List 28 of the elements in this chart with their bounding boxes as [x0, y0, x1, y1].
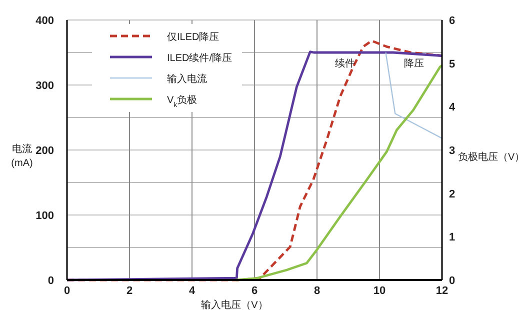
- y-tick-label: 300: [36, 80, 54, 92]
- annotation: 降压: [404, 58, 424, 70]
- y-tick-label: 200: [36, 145, 54, 157]
- y2-tick-label: 5: [449, 58, 456, 70]
- x-tick-label: 6: [251, 285, 258, 297]
- y2-tick-label: 4: [449, 102, 456, 114]
- legend-label: V$_{k}$负极: [167, 94, 198, 108]
- legend-label: 输入电流: [167, 73, 207, 85]
- x-tick-label: 0: [64, 285, 70, 297]
- y2-tick-label: 6: [449, 15, 456, 27]
- x-tick-label: 4: [188, 285, 196, 297]
- y-tick-label: 100: [36, 210, 54, 222]
- y-tick-label: 0: [48, 275, 54, 287]
- x-tick-label: 10: [373, 285, 386, 297]
- x-tick-label: 8: [314, 285, 320, 297]
- y2-tick-label: 0: [449, 275, 456, 287]
- y-axis-title: 电流 (mA): [11, 143, 33, 169]
- y-tick-label: 400: [36, 15, 54, 27]
- x-tick-label: 2: [126, 285, 133, 297]
- annotation: 续件: [335, 58, 356, 70]
- y2-tick-label: 1: [449, 232, 456, 244]
- y2-tick-label: 2: [449, 188, 456, 200]
- y2-axis-title: 负极电压（V）: [458, 151, 519, 163]
- x-tick-label: 12: [436, 285, 448, 297]
- legend-label: 仅ILED降压: [167, 31, 220, 43]
- x-axis-title: 输入电压（V）: [201, 299, 268, 310]
- y2-tick-label: 3: [449, 145, 456, 157]
- legend-label: ILED续件/降压: [167, 52, 232, 64]
